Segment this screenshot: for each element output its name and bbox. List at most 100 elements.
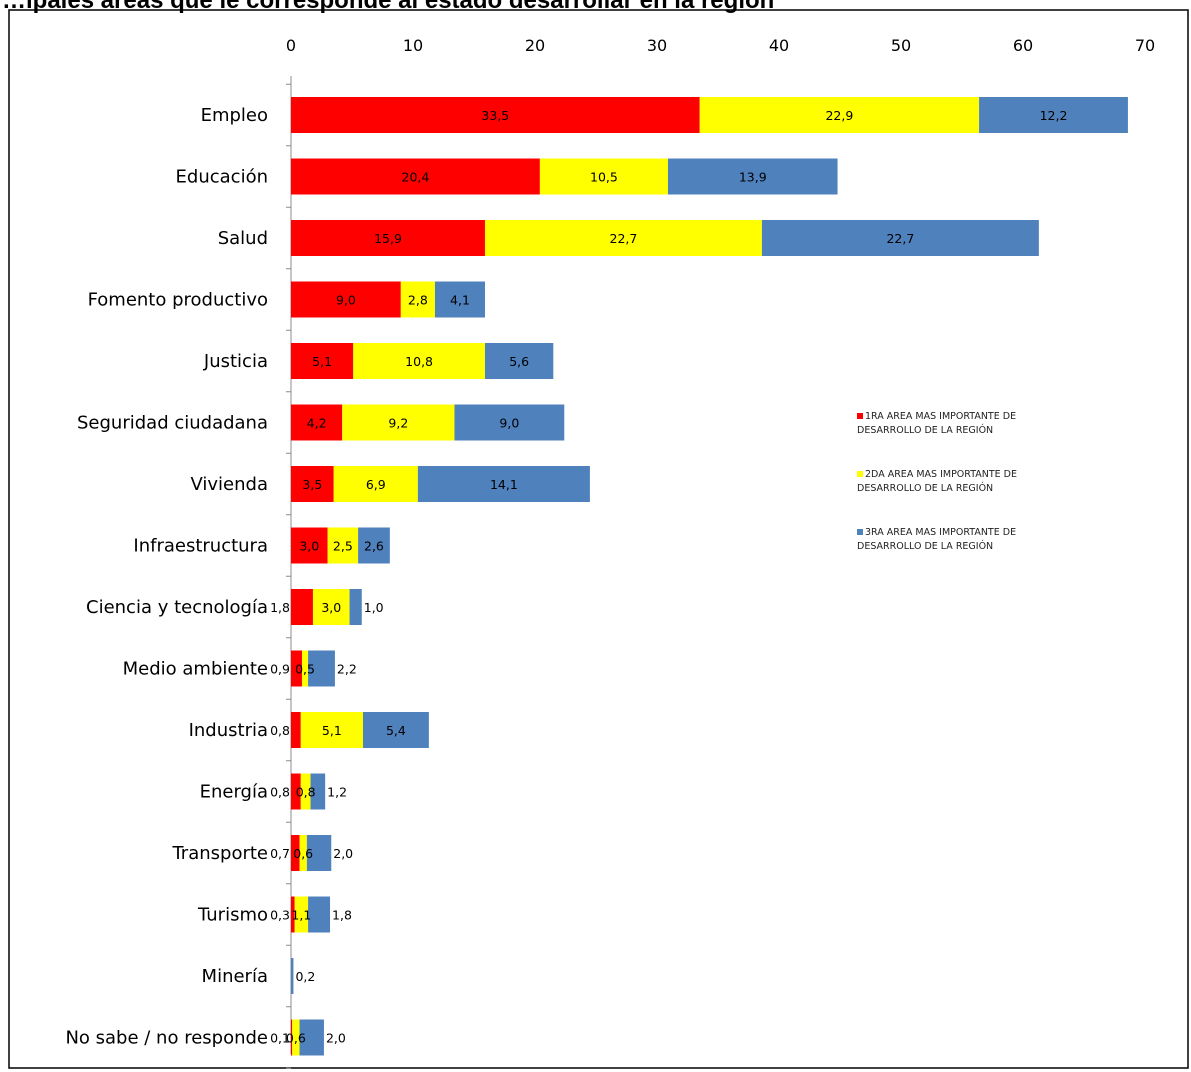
x-tick-label: 40: [769, 36, 789, 55]
bar-segment: [300, 712, 363, 748]
bar-segment: [291, 220, 485, 256]
bar-segment: [484, 343, 554, 379]
bar-segment: [306, 835, 332, 871]
legend-label: 1RA AREA MAS IMPORTANTE DE DESARROLLO DE …: [857, 411, 1016, 436]
data-label: 22,7: [886, 231, 914, 246]
data-label: 1,8: [332, 908, 352, 923]
category-label: Minería: [202, 966, 268, 987]
bar-segment: [484, 220, 762, 256]
data-label: 2,0: [333, 846, 353, 861]
category-label: Fomento productivo: [88, 290, 268, 311]
data-label: 9,2: [388, 416, 408, 431]
data-label: 4,2: [307, 416, 327, 431]
legend-swatch: [857, 471, 863, 477]
bar-segment: [291, 97, 700, 133]
data-label: 33,5: [481, 108, 509, 123]
data-label: 5,1: [322, 723, 342, 738]
data-label: 10,5: [590, 170, 618, 185]
bar-segment: [291, 281, 401, 318]
data-label: 22,7: [610, 231, 638, 246]
x-tick-label: 0: [286, 36, 296, 55]
data-label: 5,4: [386, 723, 406, 738]
category-label: Industria: [189, 720, 268, 741]
x-tick-label: 70: [1135, 36, 1155, 55]
data-label: 0,7: [270, 846, 290, 861]
data-label: 2,6: [364, 539, 384, 554]
data-label: 1,1: [291, 908, 311, 923]
bar-segment: [979, 97, 1128, 133]
x-tick-label: 10: [403, 36, 423, 55]
bar-segment: [454, 404, 565, 441]
data-label: 2,2: [337, 662, 357, 677]
data-label: 9,0: [336, 293, 356, 308]
bar-segment: [349, 589, 362, 625]
data-label: 0,8: [270, 785, 290, 800]
data-label: 2,0: [326, 1031, 346, 1046]
legend-label: 3RA AREA MAS IMPORTANTE DE DESARROLLO DE …: [857, 527, 1016, 552]
axis-layer: 0 10 20 30 40 50 60 70: [286, 36, 1155, 1069]
data-label: 1,8: [270, 600, 290, 615]
bar-segment: [291, 773, 301, 810]
bar-segment: [291, 650, 302, 687]
category-label: Turismo: [197, 905, 268, 926]
category-label: Salud: [218, 228, 268, 249]
data-label: 0,8: [270, 723, 290, 738]
category-label: Vivienda: [190, 474, 268, 495]
bar-segment: [300, 773, 311, 810]
bar-segment: [292, 1019, 300, 1056]
data-label: 1,0: [364, 600, 384, 615]
data-label: 22,9: [825, 108, 853, 123]
data-label: 0,5: [295, 662, 315, 677]
data-label: 0,1: [270, 1031, 290, 1046]
x-tick-label: 60: [1013, 36, 1033, 55]
bar-segment: [434, 281, 485, 318]
category-labels: Empleo Educación Salud Fomento productivo Ju…: [65, 105, 268, 1049]
data-label: 3,0: [321, 600, 341, 615]
data-label: 2,8: [408, 293, 428, 308]
bar-segment: [353, 343, 485, 379]
bar-segment: [291, 896, 295, 933]
bar-segment: [761, 220, 1039, 256]
data-label: 0,3: [270, 908, 290, 923]
data-label: 5,1: [312, 354, 332, 369]
x-tick-label: 50: [891, 36, 911, 55]
data-label: 5,6: [509, 354, 529, 369]
bar-segment: [308, 650, 335, 687]
legend-swatch: [857, 413, 863, 419]
data-label: 0,6: [293, 846, 313, 861]
data-label: 0,2: [295, 969, 315, 984]
bar-segment: [699, 97, 980, 133]
category-label: No sabe / no responde: [65, 1028, 268, 1049]
legend-label: 2DA AREA MAS IMPORTANTE DE DESARROLLO DE …: [857, 469, 1017, 494]
data-labels: 33,5 22,9 12,2 20,4 10,5 13,9 15,9 22,7 22,7 9,0 2…: [270, 108, 1067, 1046]
bar-segment: [362, 712, 429, 748]
bar-segment: [291, 158, 540, 195]
data-label: 0,8: [296, 785, 316, 800]
data-label: 14,1: [490, 477, 518, 492]
legend-swatch: [857, 529, 863, 535]
category-label: Seguridad ciudadana: [77, 413, 268, 434]
bar-segment: [312, 589, 350, 625]
bar-segment: [294, 896, 309, 933]
bar-segment: [327, 527, 359, 564]
legend: 1RA AREA MAS IMPORTANTE DE DESARROLLO DE …: [857, 411, 1017, 552]
data-label: 10,8: [405, 354, 433, 369]
bar-segment: [308, 896, 331, 933]
plot-area-border: [8, 9, 1189, 1069]
data-label: 12,2: [1040, 108, 1068, 123]
chart-title: …ipales áreas que le corresponde al esta…: [2, 0, 774, 14]
bar-segment: [291, 466, 334, 502]
bar-segment: [333, 466, 418, 502]
x-tick-label: 20: [525, 36, 545, 55]
data-label: 15,9: [374, 231, 402, 246]
data-label: 0,9: [270, 662, 290, 677]
data-label: 1,2: [327, 785, 347, 800]
bar-segment: [310, 773, 326, 810]
bar-segment: [299, 835, 307, 871]
data-label: 3,0: [299, 539, 319, 554]
category-label: Ciencia y tecnología: [86, 597, 268, 618]
bar-segment: [291, 712, 301, 748]
data-label: 6,9: [366, 477, 386, 492]
data-label: 3,5: [302, 477, 322, 492]
